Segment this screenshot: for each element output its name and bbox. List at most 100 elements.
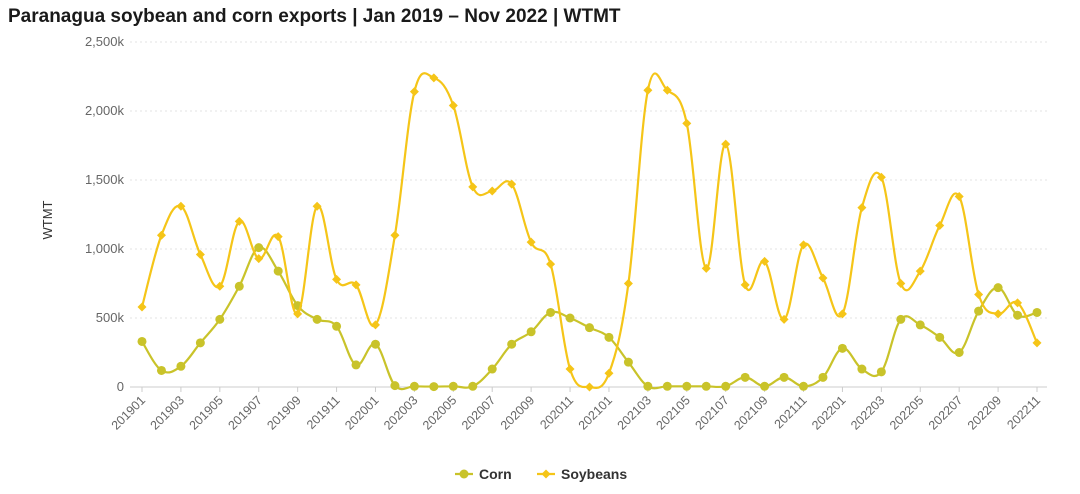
data-point[interactable] xyxy=(993,309,1003,319)
data-point[interactable] xyxy=(896,314,906,324)
data-point[interactable] xyxy=(370,339,380,349)
data-point[interactable] xyxy=(740,280,750,290)
data-point[interactable] xyxy=(799,381,809,391)
data-point[interactable] xyxy=(974,290,984,300)
data-point[interactable] xyxy=(857,364,867,374)
data-point[interactable] xyxy=(273,232,283,242)
data-point[interactable] xyxy=(954,348,964,357)
data-point[interactable] xyxy=(565,364,575,374)
y-tick-label: 0 xyxy=(117,379,124,394)
data-point[interactable] xyxy=(701,263,711,273)
data-point[interactable] xyxy=(448,100,458,110)
data-point[interactable] xyxy=(721,139,731,149)
data-point[interactable] xyxy=(779,372,789,382)
legend-item-soybeans[interactable]: Soybeans xyxy=(537,466,627,482)
data-point[interactable] xyxy=(1032,307,1042,317)
data-point[interactable] xyxy=(487,364,497,374)
data-point[interactable] xyxy=(215,314,225,324)
data-point[interactable] xyxy=(176,361,186,371)
data-point[interactable] xyxy=(273,266,283,276)
data-point[interactable] xyxy=(760,381,770,391)
data-point[interactable] xyxy=(799,240,809,250)
data-point[interactable] xyxy=(254,254,264,264)
legend-item-corn[interactable]: Corn xyxy=(455,466,512,482)
data-point[interactable] xyxy=(935,332,945,342)
data-point[interactable] xyxy=(818,372,828,382)
x-tick-label: 201907 xyxy=(225,393,264,432)
data-point[interactable] xyxy=(215,281,225,291)
data-point[interactable] xyxy=(351,280,361,290)
data-point[interactable] xyxy=(935,221,945,231)
data-point[interactable] xyxy=(429,73,439,83)
data-point[interactable] xyxy=(915,266,925,276)
data-point[interactable] xyxy=(701,381,711,391)
data-point[interactable] xyxy=(332,321,342,331)
data-point[interactable] xyxy=(974,306,984,316)
data-point[interactable] xyxy=(915,320,925,330)
data-point[interactable] xyxy=(137,302,147,312)
data-point[interactable] xyxy=(312,201,322,211)
data-point[interactable] xyxy=(448,381,458,391)
data-point[interactable] xyxy=(156,230,166,240)
data-point[interactable] xyxy=(468,182,478,192)
data-point[interactable] xyxy=(409,87,419,97)
data-point[interactable] xyxy=(876,172,886,182)
data-point[interactable] xyxy=(1013,310,1023,320)
data-point[interactable] xyxy=(351,360,361,370)
data-point[interactable] xyxy=(293,309,303,319)
data-point[interactable] xyxy=(487,186,497,196)
data-point[interactable] xyxy=(312,314,322,324)
data-point[interactable] xyxy=(643,85,653,95)
data-point[interactable] xyxy=(896,279,906,288)
data-point[interactable] xyxy=(585,323,594,333)
data-point[interactable] xyxy=(546,259,556,269)
data-point[interactable] xyxy=(585,382,594,392)
data-point[interactable] xyxy=(740,372,750,382)
data-point[interactable] xyxy=(643,381,653,391)
data-point[interactable] xyxy=(546,307,556,317)
data-point[interactable] xyxy=(390,381,400,391)
data-point[interactable] xyxy=(682,118,692,128)
data-point[interactable] xyxy=(195,338,205,348)
data-point[interactable] xyxy=(837,343,847,353)
data-point[interactable] xyxy=(623,279,633,288)
data-point[interactable] xyxy=(468,381,478,391)
data-point[interactable] xyxy=(837,309,847,319)
data-point[interactable] xyxy=(234,216,244,226)
data-point[interactable] xyxy=(409,381,419,391)
x-tick-label: 202207 xyxy=(926,393,965,432)
data-point[interactable] xyxy=(779,314,789,324)
data-point[interactable] xyxy=(818,273,828,283)
data-point[interactable] xyxy=(662,381,672,391)
data-point[interactable] xyxy=(429,382,439,392)
data-point[interactable] xyxy=(370,320,380,330)
data-point[interactable] xyxy=(1032,338,1042,348)
data-point[interactable] xyxy=(332,274,342,284)
data-point[interactable] xyxy=(507,339,517,349)
data-point[interactable] xyxy=(662,85,672,95)
data-point[interactable] xyxy=(195,250,205,260)
data-point[interactable] xyxy=(760,256,770,266)
data-point[interactable] xyxy=(623,357,633,367)
data-point[interactable] xyxy=(604,332,614,342)
x-tick-label: 202209 xyxy=(965,393,1004,432)
data-point[interactable] xyxy=(604,368,614,378)
data-point[interactable] xyxy=(254,243,264,253)
data-point[interactable] xyxy=(234,281,244,291)
data-point[interactable] xyxy=(682,381,692,391)
data-point[interactable] xyxy=(1013,298,1023,308)
data-point[interactable] xyxy=(507,179,517,189)
data-point[interactable] xyxy=(526,327,536,337)
data-point[interactable] xyxy=(137,336,147,346)
data-point[interactable] xyxy=(993,283,1003,293)
data-point[interactable] xyxy=(526,237,536,247)
data-point[interactable] xyxy=(721,381,731,391)
data-point[interactable] xyxy=(954,192,964,202)
data-point[interactable] xyxy=(876,367,886,377)
data-point[interactable] xyxy=(176,201,186,211)
data-point[interactable] xyxy=(390,230,400,240)
data-point[interactable] xyxy=(857,203,867,213)
data-point[interactable] xyxy=(565,313,575,323)
data-point[interactable] xyxy=(156,365,166,375)
legend-marker xyxy=(541,469,551,479)
